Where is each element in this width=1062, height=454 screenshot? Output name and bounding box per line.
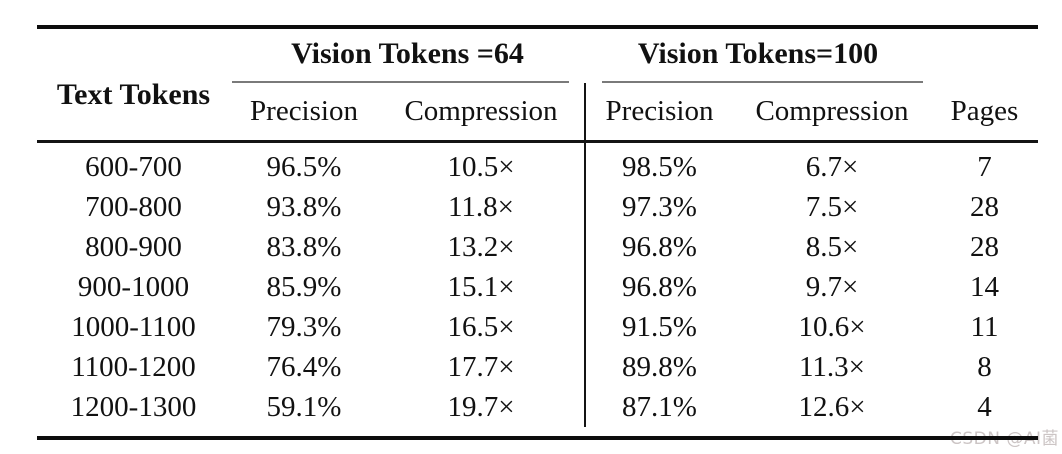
cell-compression-100: 7.5× <box>805 190 859 223</box>
cell-compression-64: 17.7× <box>447 350 515 383</box>
cell-precision-64: 76.4% <box>266 350 342 383</box>
group-header-vision-tokens-64-label: Vision Tokens =64 <box>291 37 524 70</box>
cell-precision-100: 97.3% <box>584 187 733 227</box>
cell-text-tokens: 900-1000 <box>77 270 190 303</box>
table-header: Text Tokens Vision Tokens =64 Vision Tok… <box>37 29 1038 142</box>
cell-precision-100: 91.5% <box>584 307 733 347</box>
table-row: 600-700 96.5% 10.5× 98.5% 6.7× 7 <box>37 141 1038 187</box>
cell-text-tokens: 700-800 <box>85 190 182 223</box>
cell-precision-64: 85.9% <box>266 270 342 303</box>
table-row: 900-1000 85.9% 15.1× 96.8% 9.7× 14 <box>37 267 1038 307</box>
group-header-vision-tokens-64: Vision Tokens =64 <box>230 29 585 83</box>
cell-precision-64: 59.1% <box>266 390 342 423</box>
cell-precision-100: 96.8% <box>584 227 733 267</box>
table-row: 1000-1100 79.3% 16.5× 91.5% 10.6× 11 <box>37 307 1038 347</box>
cell-compression-64: 10.5× <box>447 150 515 183</box>
group-header-row: Text Tokens Vision Tokens =64 Vision Tok… <box>37 29 1038 111</box>
cell-precision-100: 96.8% <box>584 267 733 307</box>
cmidrule-right <box>602 81 923 83</box>
table-row: 700-800 93.8% 11.8× 97.3% 7.5× 28 <box>37 187 1038 227</box>
table-row: 1100-1200 76.4% 17.7× 89.8% 11.3× 8 <box>37 347 1038 387</box>
column-header-compression-100: Compression <box>755 95 909 127</box>
cell-compression-64: 11.8× <box>447 190 515 223</box>
column-header-pages: Pages <box>950 95 1019 127</box>
cell-text-tokens: 800-900 <box>85 230 182 263</box>
column-header-precision-64: Precision <box>250 95 358 127</box>
cell-compression-100: 8.5× <box>805 230 859 263</box>
cell-compression-100: 12.6× <box>798 390 866 423</box>
cell-pages: 4 <box>977 390 992 423</box>
column-header-text-tokens: Text Tokens <box>56 77 211 111</box>
cell-compression-100: 9.7× <box>805 270 859 303</box>
cell-pages: 11 <box>970 310 999 343</box>
cell-compression-64: 15.1× <box>447 270 515 303</box>
column-header-precision-100: Precision <box>584 83 733 142</box>
cell-compression-64: 19.7× <box>447 390 515 423</box>
cell-text-tokens: 1200-1300 <box>70 390 197 423</box>
cell-precision-64: 79.3% <box>266 310 342 343</box>
table-row: 1200-1300 59.1% 19.7× 87.1% 12.6× 4 <box>37 387 1038 427</box>
group-header-spacer <box>931 29 1038 83</box>
group-header-vision-tokens-100: Vision Tokens=100 <box>585 29 931 83</box>
table-body: 600-700 96.5% 10.5× 98.5% 6.7× 7 700-800… <box>37 141 1038 427</box>
cmidrule-left <box>232 81 569 83</box>
cell-compression-64: 13.2× <box>447 230 515 263</box>
cell-compression-100: 6.7× <box>805 150 859 183</box>
cell-pages: 7 <box>977 150 992 183</box>
cell-pages: 14 <box>970 270 999 303</box>
table-row: 800-900 83.8% 13.2× 96.8% 8.5× 28 <box>37 227 1038 267</box>
results-table: Text Tokens Vision Tokens =64 Vision Tok… <box>37 29 1038 427</box>
cell-pages: 28 <box>970 190 999 223</box>
column-header-compression-64: Compression <box>404 95 558 127</box>
cell-text-tokens: 1100-1200 <box>71 350 196 383</box>
group-header-vision-tokens-100-label: Vision Tokens=100 <box>637 37 879 70</box>
cell-precision-100: 98.5% <box>584 141 733 187</box>
results-table-container: Text Tokens Vision Tokens =64 Vision Tok… <box>37 25 1038 440</box>
cell-precision-100: 89.8% <box>584 347 733 387</box>
cell-compression-100: 11.3× <box>798 350 866 383</box>
cell-pages: 28 <box>970 230 999 263</box>
cell-precision-64: 83.8% <box>266 230 342 263</box>
cell-precision-64: 93.8% <box>266 190 342 223</box>
cell-precision-100: 87.1% <box>584 387 733 427</box>
cell-compression-100: 10.6× <box>798 310 866 343</box>
cell-pages: 8 <box>977 350 992 383</box>
cell-text-tokens: 600-700 <box>85 150 182 183</box>
cell-text-tokens: 1000-1100 <box>71 310 196 343</box>
sub-header-row: Precision Compression Precision Compress… <box>37 83 1038 142</box>
cell-compression-64: 16.5× <box>447 310 515 343</box>
cell-precision-64: 96.5% <box>266 150 342 183</box>
